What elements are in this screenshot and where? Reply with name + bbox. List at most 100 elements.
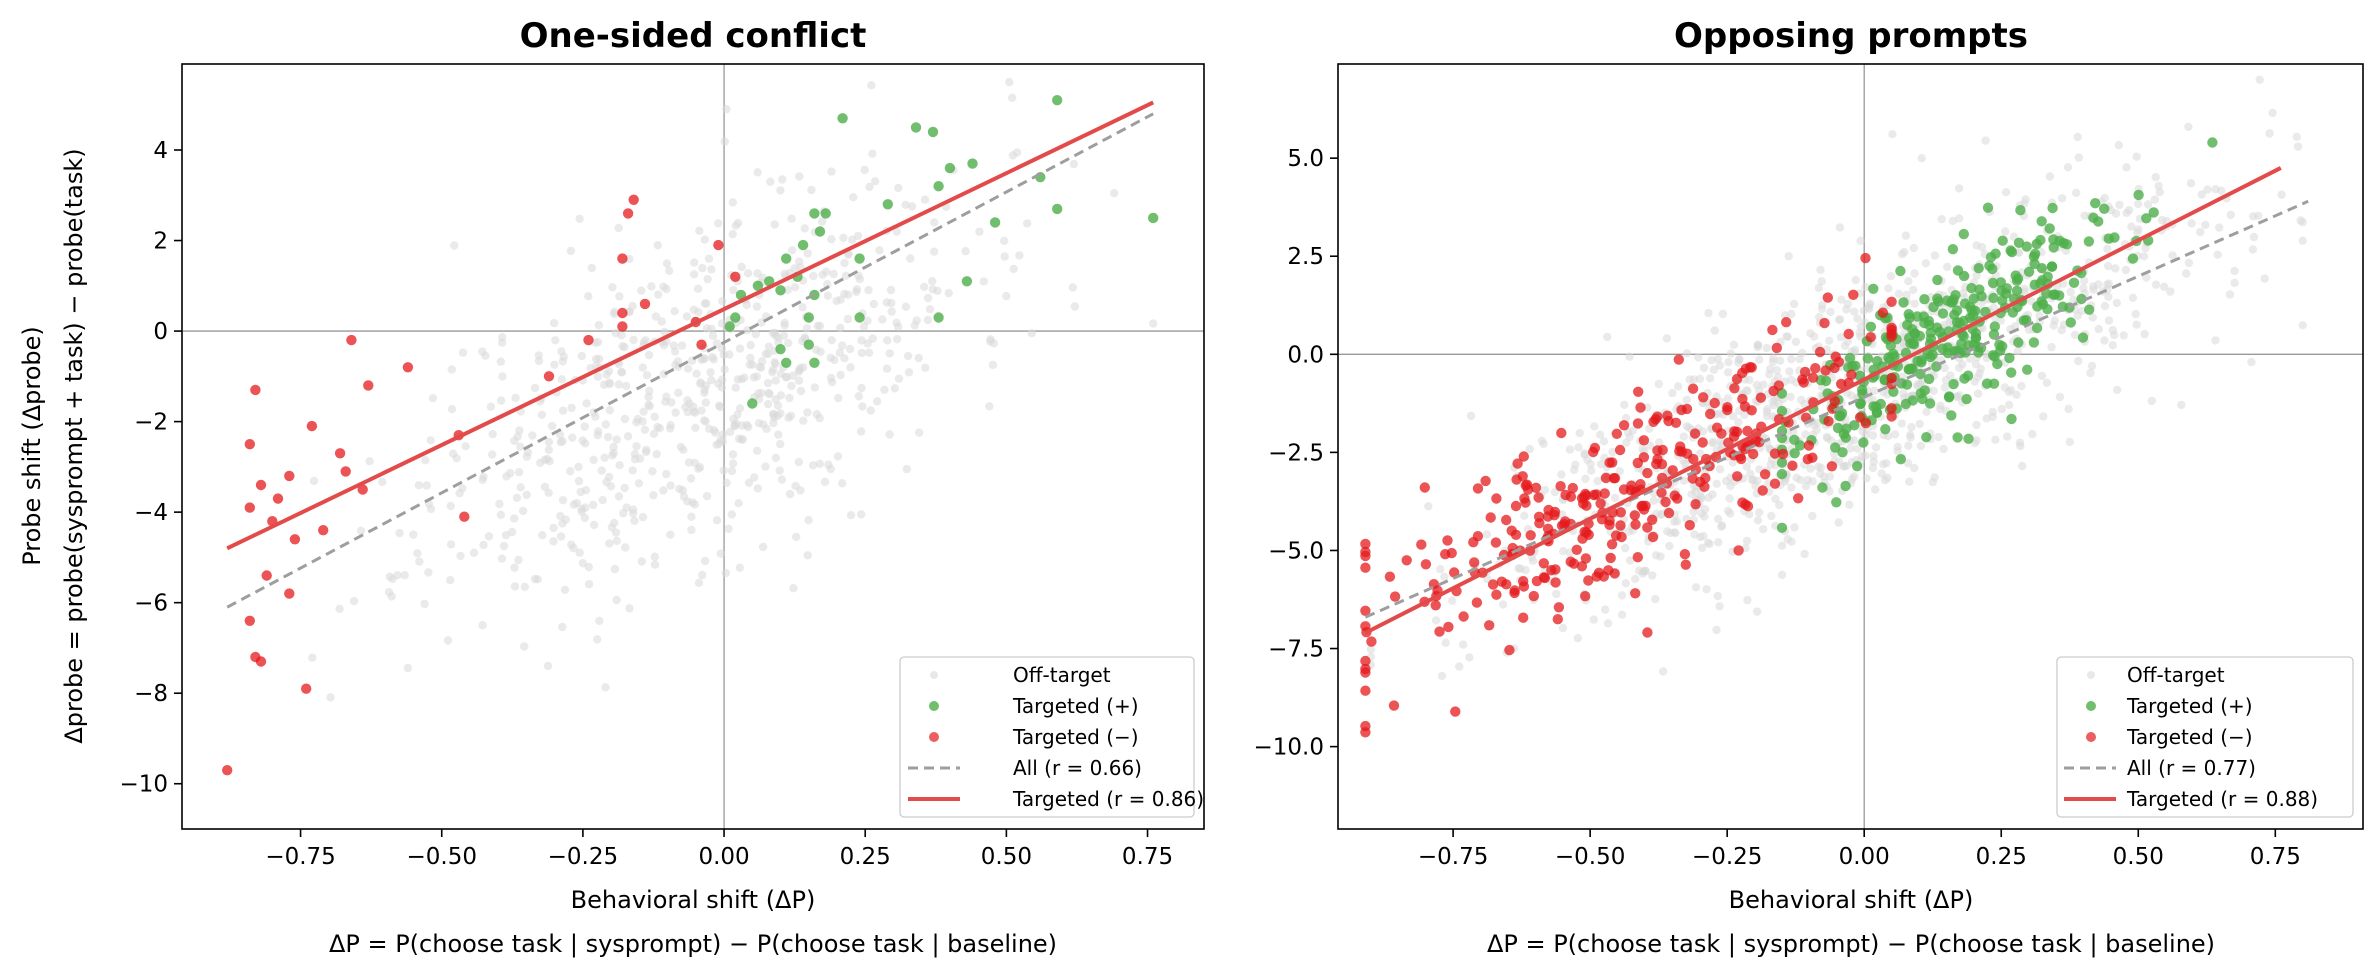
data-point-offtarget [734, 499, 743, 508]
data-point-offtarget [722, 104, 731, 114]
data-point-offtarget [2196, 227, 2205, 237]
data-point-pos [2023, 266, 2035, 277]
data-point-pos [1948, 379, 1959, 390]
data-point-offtarget [1718, 309, 1728, 319]
data-point-offtarget [1879, 460, 1888, 469]
data-point-offtarget [498, 372, 507, 381]
data-point-offtarget [424, 568, 433, 577]
data-point-offtarget [1858, 451, 1867, 460]
data-point-offtarget [1679, 432, 1689, 441]
data-point-neg [402, 362, 414, 373]
data-point-offtarget [1972, 241, 1981, 250]
data-point-offtarget [988, 360, 998, 370]
data-point-offtarget [608, 451, 617, 460]
data-point-neg [1518, 576, 1529, 587]
legend-marker-pos [2086, 701, 2096, 711]
data-point-offtarget [904, 368, 914, 377]
data-point-offtarget [659, 282, 668, 291]
data-point-neg [244, 615, 255, 626]
data-point-offtarget [700, 354, 709, 363]
data-point-offtarget [1714, 538, 1723, 547]
data-point-offtarget [2119, 331, 2128, 340]
data-point-offtarget [1571, 460, 1580, 469]
data-point-neg [1781, 317, 1792, 328]
data-point-pos [2042, 271, 2053, 282]
data-point-offtarget [1921, 259, 1931, 268]
data-point-offtarget [447, 365, 456, 374]
data-point-offtarget [1729, 340, 1739, 349]
data-point-neg [1389, 591, 1401, 602]
data-point-neg [1580, 553, 1592, 564]
data-point-neg [244, 502, 255, 513]
x-tick-label: −0.75 [265, 844, 335, 870]
data-point-neg [1517, 471, 1528, 482]
data-point-offtarget [1552, 589, 1561, 599]
data-point-offtarget [799, 416, 808, 425]
data-point-neg [1510, 500, 1522, 512]
data-point-offtarget [771, 395, 780, 404]
data-point-offtarget [2292, 132, 2301, 141]
data-point-offtarget [452, 454, 461, 463]
data-point-offtarget [1573, 634, 1583, 643]
data-point-offtarget [1818, 300, 1827, 310]
data-point-neg [1733, 545, 1744, 556]
data-point-offtarget [478, 475, 487, 484]
data-point-pos [2133, 189, 2144, 201]
data-point-offtarget [903, 351, 913, 361]
data-point-offtarget [1871, 485, 1880, 494]
data-point-offtarget [1455, 662, 1464, 671]
data-point-offtarget [415, 557, 424, 566]
data-point-pos [1903, 309, 1914, 320]
data-point-pos [1840, 480, 1851, 492]
data-point-neg [284, 470, 295, 482]
data-point-offtarget [1864, 303, 1873, 312]
data-point-neg [1550, 577, 1561, 588]
data-point-offtarget [1621, 579, 1631, 588]
data-point-offtarget [2013, 347, 2022, 356]
data-point-offtarget [1558, 623, 1568, 633]
data-point-offtarget [812, 410, 821, 419]
data-point-offtarget [1825, 472, 1835, 481]
data-point-offtarget [637, 557, 646, 566]
data-point-offtarget [2298, 236, 2307, 245]
data-point-offtarget [1520, 511, 1529, 520]
data-point-neg [617, 321, 628, 332]
data-point-pos [1789, 448, 1800, 459]
data-point-offtarget [832, 296, 841, 306]
data-point-offtarget [727, 510, 736, 519]
data-point-neg [1865, 332, 1876, 343]
data-point-offtarget [632, 442, 641, 451]
data-point-offtarget [2230, 266, 2239, 276]
data-point-offtarget [1696, 449, 1705, 458]
data-point-offtarget [795, 172, 804, 181]
data-point-offtarget [1909, 285, 1918, 294]
legend-label-pos: Targeted (+) [2126, 694, 2253, 718]
data-point-neg [696, 339, 707, 350]
data-point-offtarget [750, 473, 759, 482]
data-point-offtarget [1840, 462, 1849, 471]
legend-label-pos: Targeted (+) [1012, 694, 1139, 718]
data-point-pos [933, 181, 944, 192]
data-point-offtarget [1698, 427, 1708, 436]
data-point-pos [1852, 461, 1863, 472]
data-point-offtarget [735, 563, 744, 572]
data-point-offtarget [458, 484, 467, 493]
data-point-neg [1698, 392, 1709, 403]
data-point-offtarget [1628, 426, 1638, 435]
data-point-pos [1931, 322, 1943, 333]
data-point-pos [730, 312, 741, 323]
plot-area [1338, 64, 2363, 829]
data-point-offtarget [682, 312, 692, 321]
data-point-offtarget [1972, 420, 1981, 430]
data-point-offtarget [393, 571, 402, 580]
data-point-offtarget [706, 368, 715, 377]
data-point-neg [628, 194, 639, 205]
data-point-offtarget [841, 271, 851, 280]
data-point-offtarget [447, 405, 457, 414]
data-point-pos [1841, 423, 1852, 434]
data-point-offtarget [1795, 354, 1804, 364]
data-point-offtarget [1801, 482, 1811, 491]
data-point-offtarget [1894, 289, 1904, 298]
data-point-neg [1531, 575, 1543, 587]
data-point-offtarget [794, 376, 804, 385]
